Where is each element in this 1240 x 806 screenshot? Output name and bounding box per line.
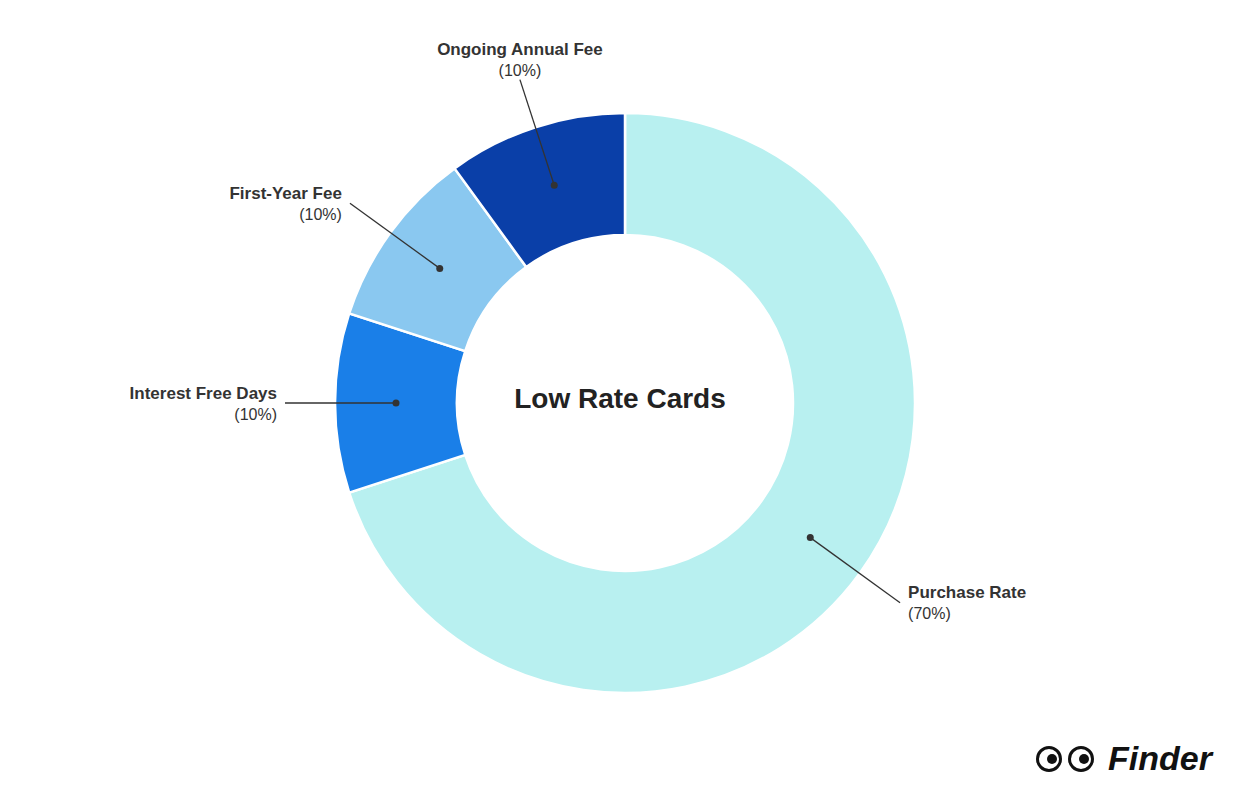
svg-text:(10%): (10%) (499, 62, 542, 79)
svg-text:Interest Free Days: Interest Free Days (130, 384, 277, 403)
html-text:Finder: Finder (1108, 739, 1212, 777)
svg-text:(10%): (10%) (299, 206, 342, 223)
svg-text:(10%): (10%) (234, 406, 277, 423)
svg-text:Low Rate Cards: Low Rate Cards (514, 383, 726, 414)
svg-text:(70%): (70%) (908, 605, 951, 622)
svg-text:First-Year Fee: First-Year Fee (229, 184, 341, 203)
svg-text:Ongoing Annual Fee: Ongoing Annual Fee (437, 40, 603, 59)
svg-text:Purchase Rate: Purchase Rate (908, 583, 1026, 602)
